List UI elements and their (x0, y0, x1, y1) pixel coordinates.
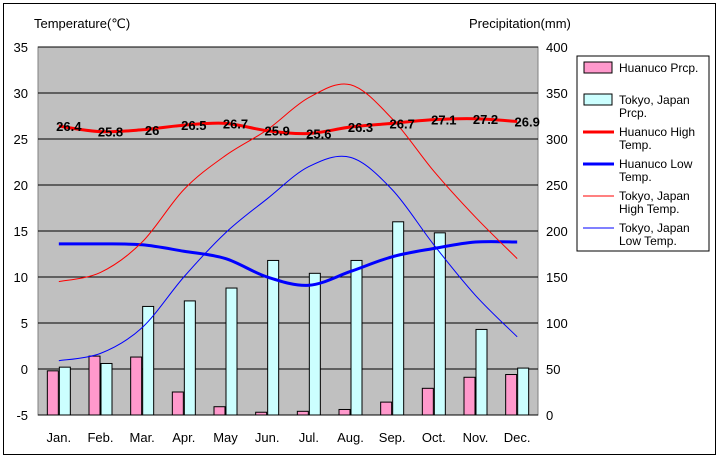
legend-label: Huanuco Prcp. (619, 61, 698, 75)
legend-box (576, 55, 710, 252)
x-tick-label: Feb. (87, 430, 113, 445)
x-tick-label: Jan. (47, 430, 72, 445)
left-tick-label: -5 (16, 408, 28, 423)
legend-label: Tokyo, Japan High Temp. (619, 189, 690, 216)
data-label: 27.2 (473, 112, 498, 127)
left-tick-label: 20 (14, 178, 28, 193)
legend-label: Tokyo, Japan Low Temp. (619, 221, 690, 248)
bar-huanuco-prcp (296, 410, 309, 416)
legend-label: Tokyo, Japan Prcp. (619, 93, 690, 120)
chart-svg: 26.4 25.8 26 26.5 26.7 25.9 25.6 26.3 26.7 27.1 27… (14, 16, 710, 445)
tokyo-low-temp-line (58, 155, 518, 362)
legend-label: Huanuco High Temp. (619, 125, 695, 152)
bar-tokyo-prcp (517, 367, 530, 416)
right-tick-label: 250 (546, 178, 568, 193)
right-axis-title: Precipitation(mm) (469, 16, 571, 31)
right-tick-label: 0 (546, 408, 553, 423)
x-tick-label: Jun. (255, 430, 280, 445)
data-label: 26.5 (181, 118, 206, 133)
data-label: 27.1 (431, 113, 456, 128)
huanuco-high-temp-line (58, 117, 518, 136)
left-tick-label: 30 (14, 86, 28, 101)
bar-tokyo-prcp (183, 300, 196, 416)
legend-swatch (583, 61, 613, 74)
x-tick-label: Oct. (422, 430, 446, 445)
bar-tokyo-prcp (350, 259, 363, 416)
x-tick-label: May (213, 430, 238, 445)
data-label: 25.9 (265, 124, 290, 139)
right-tick-label: 350 (546, 86, 568, 101)
bar-huanuco-prcp (171, 391, 184, 416)
bar-tokyo-prcp (392, 221, 405, 416)
left-tick-label: 25 (14, 132, 28, 147)
right-tick-label: 300 (546, 132, 568, 147)
x-tick-label: Dec. (504, 430, 531, 445)
left-tick-label: 15 (14, 224, 28, 239)
left-axis-title: Temperature(℃) (34, 16, 130, 31)
data-label: 26.3 (348, 120, 373, 135)
data-label: 26.4 (56, 119, 82, 134)
huanuco-low-temp-line (58, 240, 518, 287)
data-label: 26.7 (223, 116, 248, 131)
bar-huanuco-prcp (46, 370, 59, 416)
bar-tokyo-prcp (433, 232, 446, 416)
bar-huanuco-prcp (130, 356, 143, 416)
bar-tokyo-prcp (267, 259, 280, 416)
bar-tokyo-prcp (142, 305, 155, 416)
data-label: 25.6 (306, 126, 331, 141)
legend-swatch (583, 93, 613, 106)
bar-tokyo-prcp (475, 328, 488, 416)
legend-label: Huanuco Low Temp. (619, 157, 693, 184)
bar-tokyo-prcp (100, 362, 113, 416)
left-tick-label: 5 (21, 316, 28, 331)
bar-tokyo-prcp (308, 272, 321, 416)
x-tick-label: Aug. (337, 430, 364, 445)
bar-huanuco-prcp (88, 355, 101, 416)
x-tick-label: Jul. (299, 430, 319, 445)
right-tick-label: 150 (546, 270, 568, 285)
bar-huanuco-prcp (505, 374, 518, 416)
x-tick-label: Sep. (379, 430, 406, 445)
right-tick-label: 50 (546, 362, 560, 377)
tokyo-high-temp-line (58, 83, 518, 283)
left-tick-label: 35 (14, 40, 28, 55)
bar-huanuco-prcp (380, 401, 393, 416)
data-label: 26 (145, 123, 159, 138)
bar-huanuco-prcp (213, 406, 226, 416)
bar-tokyo-prcp (225, 287, 238, 416)
bar-huanuco-prcp (255, 411, 268, 416)
chart-frame: 26.4 25.8 26 26.5 26.7 25.9 25.6 26.3 26.7 27.1 27… (3, 3, 716, 455)
x-tick-label: Mar. (130, 430, 155, 445)
bar-huanuco-prcp (338, 408, 351, 416)
data-label: 26.9 (515, 115, 540, 130)
data-label: 26.7 (390, 116, 415, 131)
x-tick-label: Nov. (463, 430, 489, 445)
right-tick-label: 100 (546, 316, 568, 331)
left-tick-label: 10 (14, 270, 28, 285)
bar-huanuco-prcp (463, 376, 476, 416)
data-label: 25.8 (98, 125, 123, 140)
right-tick-label: 400 (546, 40, 568, 55)
right-tick-label: 200 (546, 224, 568, 239)
bar-tokyo-prcp (58, 366, 71, 416)
left-tick-label: 0 (21, 362, 28, 377)
x-tick-label: Apr. (172, 430, 195, 445)
bar-huanuco-prcp (421, 387, 434, 416)
